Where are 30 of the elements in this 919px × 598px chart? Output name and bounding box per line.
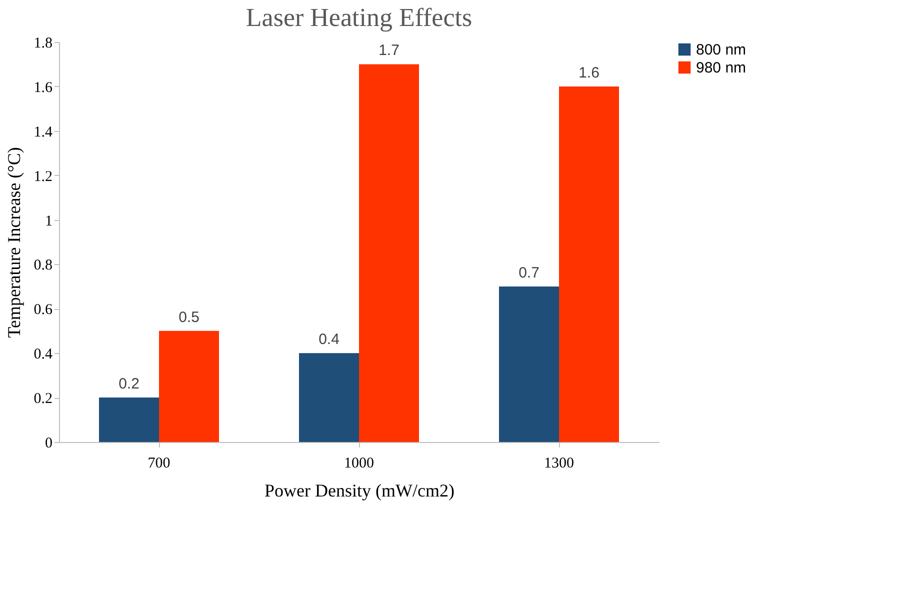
y-axis-title: Temperature Increase (°C) xyxy=(4,147,24,338)
data-label: 0.5 xyxy=(178,308,200,326)
y-tick-label: 1.8 xyxy=(34,36,52,52)
chart-title: Laser Heating Effects xyxy=(246,3,472,32)
bar xyxy=(559,86,619,442)
x-tick-label: 700 xyxy=(148,456,170,472)
bar xyxy=(359,64,419,442)
y-tick-label: 0 xyxy=(45,436,52,452)
legend-label: 980 nm xyxy=(696,60,746,76)
x-tick-label: 1000 xyxy=(344,456,374,472)
y-tick-label: 1 xyxy=(45,213,52,230)
legend-label: 800 nm xyxy=(696,42,746,58)
y-tick-label: 0.2 xyxy=(34,391,52,408)
bar xyxy=(99,398,159,442)
data-label: 0.7 xyxy=(518,264,540,282)
data-label: 0.4 xyxy=(318,331,340,348)
y-tick-label: 1.6 xyxy=(34,80,53,96)
x-axis-title: Power Density (mW/cm2) xyxy=(264,480,454,500)
data-label: 1.6 xyxy=(578,64,600,82)
y-tick-label: 0.6 xyxy=(34,302,53,318)
y-tick-label: 0.8 xyxy=(34,258,52,274)
y-tick-label: 0.4 xyxy=(34,346,53,363)
y-tick-label: 1.4 xyxy=(34,124,53,140)
bar xyxy=(299,353,359,442)
data-label: 0.2 xyxy=(118,376,140,393)
y-tick-label: 1.2 xyxy=(34,168,52,185)
bar xyxy=(159,330,219,442)
x-tick-label: 1300 xyxy=(544,456,574,472)
data-label: 1.7 xyxy=(378,42,400,60)
bar xyxy=(499,286,559,442)
